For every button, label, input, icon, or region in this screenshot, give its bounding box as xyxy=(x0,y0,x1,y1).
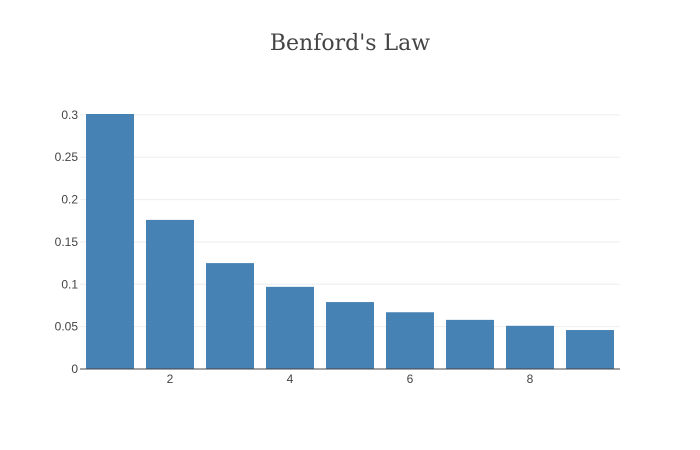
y-tick-label: 0.1 xyxy=(61,277,78,291)
bar xyxy=(266,286,314,369)
y-tick-label: 0.2 xyxy=(61,193,78,207)
bars xyxy=(86,114,614,369)
y-tick-label: 0.3 xyxy=(61,108,78,122)
y-axis-ticks: 0 0.05 0.1 0.15 0.2 0.25 0.3 xyxy=(55,108,79,376)
bar xyxy=(326,302,374,369)
x-tick-label: 8 xyxy=(527,372,534,386)
y-tick-label: 0.15 xyxy=(55,235,79,249)
y-tick-label: 0.05 xyxy=(55,320,79,334)
bar xyxy=(446,319,494,369)
y-tick-label: 0.25 xyxy=(55,150,79,164)
x-tick-label: 6 xyxy=(407,372,414,386)
bar xyxy=(206,263,254,369)
bar xyxy=(386,312,434,369)
bar xyxy=(146,219,194,369)
chart-title: Benford's Law xyxy=(270,31,430,56)
x-tick-label: 4 xyxy=(287,372,294,386)
x-tick-label: 2 xyxy=(167,372,174,386)
bar xyxy=(506,325,554,369)
y-tick-label: 0 xyxy=(71,362,78,376)
x-axis-ticks: 2 4 6 8 xyxy=(167,372,534,386)
bar xyxy=(86,114,134,369)
bar xyxy=(566,330,614,369)
